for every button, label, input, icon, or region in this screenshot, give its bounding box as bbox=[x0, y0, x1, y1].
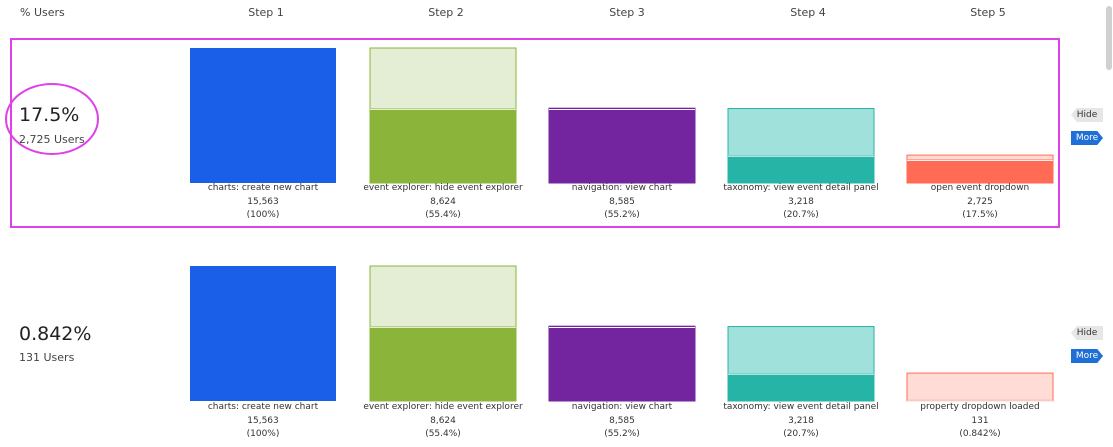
conversion-rate: 17.5% bbox=[19, 104, 80, 126]
step-percent: (55.2%) bbox=[604, 429, 640, 439]
step-percent: (0.842%) bbox=[959, 429, 1001, 439]
funnel-bar[interactable] bbox=[370, 108, 516, 183]
step-count: 15,563 bbox=[247, 416, 279, 426]
hide-button[interactable]: Hide bbox=[1071, 326, 1103, 340]
step-label: event explorer: hide event explorer bbox=[363, 402, 523, 412]
funnel-bar[interactable] bbox=[370, 326, 516, 401]
step-percent: (17.5%) bbox=[962, 210, 998, 220]
funnel-chart-2 bbox=[190, 265, 1054, 402]
step-count: 15,563 bbox=[247, 197, 279, 207]
step-label: navigation: view chart bbox=[571, 402, 673, 412]
funnel-bar[interactable] bbox=[190, 48, 336, 183]
step-count: 3,218 bbox=[788, 197, 814, 207]
step-count: 3,218 bbox=[788, 416, 814, 426]
dropoff-bar[interactable] bbox=[906, 372, 1054, 402]
step-percent: (55.4%) bbox=[425, 429, 461, 439]
step-count: 8,585 bbox=[609, 416, 635, 426]
conversion-users: 131 Users bbox=[19, 351, 75, 364]
more-button[interactable]: More bbox=[1071, 349, 1103, 363]
circle-annotation bbox=[5, 83, 99, 155]
conversion-rate: 0.842% bbox=[19, 323, 92, 345]
step-3-header: Step 3 bbox=[609, 6, 645, 19]
step-label: event explorer: hide event explorer bbox=[363, 183, 523, 193]
step-label: navigation: view chart bbox=[571, 183, 673, 193]
step-1-header: Step 1 bbox=[248, 6, 284, 19]
more-button[interactable]: More bbox=[1071, 131, 1103, 145]
users-column-header: % Users bbox=[20, 6, 65, 19]
step-percent: (55.2%) bbox=[604, 210, 640, 220]
step-5-header: Step 5 bbox=[970, 6, 1006, 19]
funnel-bar[interactable] bbox=[549, 108, 695, 183]
step-percent: (20.7%) bbox=[783, 210, 819, 220]
step-label: taxonomy: view event detail panel bbox=[723, 402, 879, 412]
step-label: open event dropdown bbox=[930, 183, 1030, 193]
step-2-header: Step 2 bbox=[428, 6, 464, 19]
funnel-bar[interactable] bbox=[190, 266, 336, 401]
funnel-bar[interactable] bbox=[728, 155, 874, 183]
step-count: 131 bbox=[971, 416, 989, 426]
step-count: 8,624 bbox=[430, 197, 456, 207]
funnel-bar[interactable] bbox=[907, 159, 1053, 183]
step-count: 2,725 bbox=[967, 197, 993, 207]
funnel-bar[interactable] bbox=[728, 373, 874, 401]
step-label: taxonomy: view event detail panel bbox=[723, 183, 879, 193]
step-label: charts: create new chart bbox=[207, 183, 319, 193]
scrollbar[interactable] bbox=[1106, 6, 1112, 70]
step-percent: (100%) bbox=[246, 210, 280, 220]
step-count: 8,585 bbox=[609, 197, 635, 207]
step-percent: (20.7%) bbox=[783, 429, 819, 439]
step-count: 8,624 bbox=[430, 416, 456, 426]
hide-button[interactable]: Hide bbox=[1071, 108, 1103, 122]
conversion-users: 2,725 Users bbox=[19, 133, 85, 146]
step-percent: (55.4%) bbox=[425, 210, 461, 220]
step-label: property dropdown loaded bbox=[920, 402, 1040, 412]
step-4-header: Step 4 bbox=[790, 6, 826, 19]
funnel-bar[interactable] bbox=[549, 326, 695, 401]
step-label: charts: create new chart bbox=[207, 402, 319, 412]
step-percent: (100%) bbox=[246, 429, 280, 439]
funnel-chart-1 bbox=[190, 47, 1054, 184]
